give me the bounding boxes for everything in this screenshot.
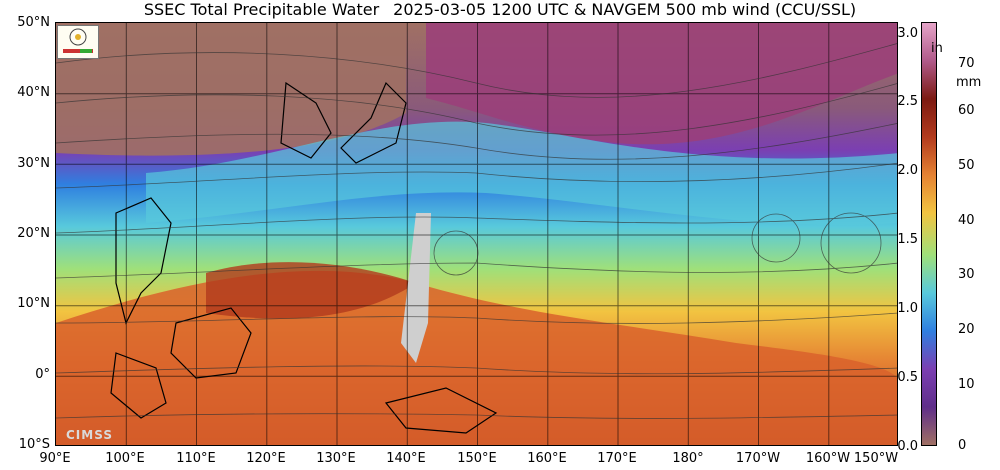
lon-label-120e: 120°E — [246, 451, 286, 466]
cbar-mm-40: 40 — [958, 213, 975, 228]
land-sumatra — [110, 352, 167, 419]
land-japan — [340, 81, 407, 164]
tpw-map — [55, 22, 898, 446]
cbar-mm-20: 20 — [958, 322, 975, 337]
lon-label-170w: 170°W — [735, 451, 781, 466]
cbar-in-2-0: 2.0 — [897, 163, 918, 178]
ssec-logo — [57, 25, 99, 59]
lon-label-90e: 90°E — [39, 451, 71, 466]
tropical-moisture-core — [206, 262, 416, 319]
cbar-mm-0: 0 — [958, 438, 967, 453]
title-wind: & NAVGEM 500 mb wind (CCU/SSL) — [573, 0, 857, 19]
cbar-in-0-0: 0.0 — [897, 439, 918, 454]
continental-dry-region — [56, 23, 406, 156]
lon-label-130e: 130°E — [316, 451, 356, 466]
lat-label-50n: 50°N — [17, 15, 50, 30]
cbar-in-1-0: 1.0 — [897, 301, 918, 316]
lon-label-110e: 110°E — [176, 451, 216, 466]
title-datetime: 2025-03-05 1200 UTC — [393, 0, 569, 19]
dry-air-band — [426, 23, 897, 145]
tpw-colorbar — [921, 22, 937, 446]
tpw-map-canvas — [56, 23, 897, 445]
land-indochina — [115, 197, 172, 325]
lon-label-180: 180° — [672, 451, 704, 466]
lat-label-40n: 40°N — [17, 85, 50, 100]
lat-label-10s: 10°S — [18, 437, 50, 452]
lon-label-140e: 140°E — [386, 451, 426, 466]
cbar-in-3-0: 3.0 — [897, 26, 918, 41]
cbar-mm-50: 50 — [958, 158, 975, 173]
lat-label-10n: 10°N — [17, 296, 50, 311]
cbar-mm-60: 60 — [958, 103, 975, 118]
lat-label-0: 0° — [35, 367, 50, 382]
cimss-logo: CIMSS — [66, 428, 113, 442]
lon-label-160w: 160°W — [805, 451, 851, 466]
moisture-band — [146, 121, 897, 226]
lon-label-100e: 100°E — [105, 451, 145, 466]
lat-label-30n: 30°N — [17, 156, 50, 171]
cbar-in-0-5: 0.5 — [897, 370, 918, 385]
lon-label-150e: 150°E — [457, 451, 497, 466]
ssec-logo-graphic — [63, 28, 93, 53]
lon-label-160e: 160°E — [527, 451, 567, 466]
lon-label-170e: 170°E — [597, 451, 637, 466]
cbar-mm-30: 30 — [958, 267, 975, 282]
missing-data-wedge — [401, 213, 431, 363]
cbar-in-2-5: 2.5 — [897, 94, 918, 109]
cbar-in-1-5: 1.5 — [897, 232, 918, 247]
graticule — [56, 23, 897, 445]
cbar-mm-70: 70 — [958, 56, 975, 71]
colorbar-inch-unit: in — [931, 41, 943, 56]
lat-label-20n: 20°N — [17, 226, 50, 241]
land-borneo — [170, 307, 252, 379]
lon-label-150w: 150°W — [853, 451, 899, 466]
map-title: SSEC Total Precipitable Water 2025-03-05 … — [0, 0, 1000, 20]
cbar-mm-10: 10 — [958, 377, 975, 392]
title-product: SSEC Total Precipitable Water — [143, 0, 380, 19]
colorbar-mm-unit: mm — [956, 75, 982, 90]
wind-streamlines — [56, 43, 897, 419]
land-korea — [280, 81, 332, 159]
land-new-guinea — [384, 387, 498, 434]
